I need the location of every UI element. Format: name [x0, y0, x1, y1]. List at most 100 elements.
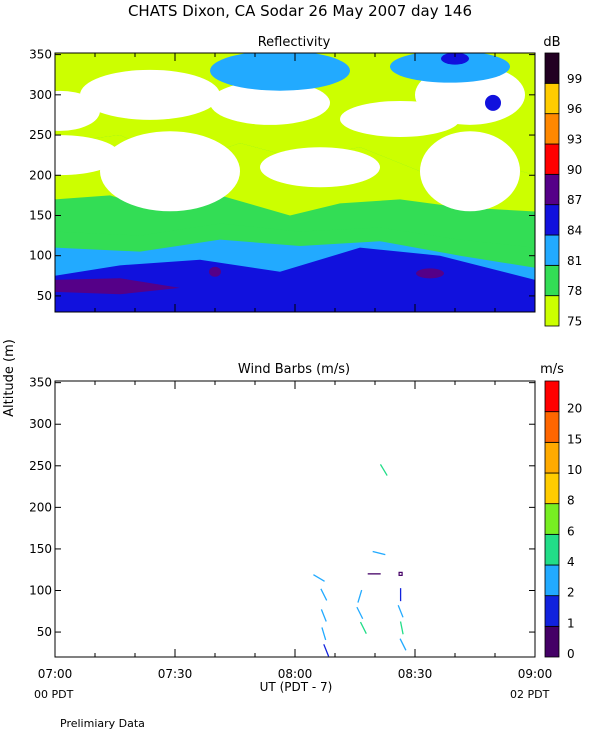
colorbar-label: 2 — [567, 586, 575, 600]
colorbar-label: 78 — [567, 284, 582, 298]
colorbar-label: 93 — [567, 132, 582, 146]
colorbar-swatch — [544, 234, 560, 266]
colorbar-label: 15 — [567, 432, 582, 446]
contour-white-patch — [260, 147, 380, 188]
colorbar-label: 84 — [567, 223, 582, 237]
y-tick-label: 150 — [29, 208, 52, 222]
contour-87-spot2 — [416, 268, 444, 279]
contour-white-patch — [55, 135, 120, 176]
colorbar-label: 81 — [567, 254, 582, 268]
contour-81-top — [210, 53, 350, 91]
colorbar-label: 20 — [567, 402, 582, 416]
wind-barb — [359, 621, 367, 635]
colorbar-label: 8 — [567, 494, 575, 508]
wind-barb — [320, 609, 327, 622]
colorbar-swatch — [544, 143, 560, 175]
contour-87-spot — [209, 266, 221, 277]
reflectivity-title: Reflectivity — [258, 35, 331, 50]
y-tick-label: 250 — [29, 128, 52, 142]
colorbar-label: 87 — [567, 193, 582, 207]
wind-barb — [399, 638, 407, 651]
y-tick-label: 250 — [29, 459, 52, 473]
wind-barbs-panel: Wind Barbs (m/s) m/s 50 100 150 200 250 300 35… — [29, 362, 582, 681]
wind-colorbar-unit: m/s — [540, 362, 564, 377]
contour-white-patch — [420, 131, 520, 212]
colorbar-label: 4 — [567, 555, 575, 569]
y-tick-label: 300 — [29, 417, 52, 431]
x-axis-label: UT (PDT - 7) — [260, 680, 333, 694]
y-tick-label: 100 — [29, 583, 52, 597]
colorbar-swatch — [544, 380, 560, 413]
contour-84-lower — [55, 247, 535, 312]
wind-barbs-title: Wind Barbs (m/s) — [238, 362, 350, 377]
contour-84-top — [441, 53, 469, 65]
wind-barbs-axes: 50 100 150 200 250 300 350 07:00 07:30 08:00 08:30… — [29, 376, 552, 681]
colorbar-label: 90 — [567, 163, 582, 177]
wind-barb — [320, 588, 328, 601]
reflectivity-colorbar-unit: dB — [543, 35, 560, 50]
contour-84-spot — [485, 94, 501, 111]
figure-title: CHATS Dixon, CA Sodar 26 May 2007 day 14… — [128, 2, 472, 20]
y-tick-label: 350 — [29, 376, 52, 390]
x-tick-label: 08:30 — [398, 667, 433, 681]
colorbar-swatch — [544, 441, 560, 474]
y-tick-label: 200 — [29, 500, 52, 514]
reflectivity-axes: 50 100 150 200 250 300 350 — [29, 48, 536, 313]
wind-barb — [399, 621, 404, 635]
colorbar-label: 10 — [567, 463, 582, 477]
colorbar-swatch — [544, 264, 560, 297]
wind-barb — [357, 589, 363, 603]
plot-frame — [54, 380, 536, 658]
wind-barb-calm — [398, 571, 403, 576]
colorbar-swatch — [544, 295, 560, 327]
contour-white-patch — [80, 69, 220, 120]
colorbar-swatch — [544, 625, 560, 658]
y-tick-label: 300 — [29, 88, 52, 102]
y-tick-label: 50 — [37, 289, 52, 303]
contour-white-patch — [210, 80, 330, 125]
wind-barb — [356, 606, 364, 620]
x-tick-label: 07:00 — [38, 667, 73, 681]
contour-87-lower — [55, 278, 180, 295]
y-axis-label: Altitude (m) — [2, 339, 17, 417]
x-tick-label: 08:00 — [278, 667, 313, 681]
x-tick-label: 07:30 — [158, 667, 193, 681]
wind-barb — [313, 574, 325, 582]
colorbar-swatch — [544, 113, 560, 145]
colorbar-label: 96 — [567, 102, 582, 116]
contour-white-patch — [100, 131, 240, 212]
colorbar-swatch — [544, 411, 560, 443]
colorbar-swatch — [544, 533, 560, 566]
colorbar-swatch — [544, 82, 560, 115]
y-tick-label: 150 — [29, 542, 52, 556]
y-tick-label: 200 — [29, 168, 52, 182]
colorbar-swatch — [544, 595, 560, 627]
y-tick-label: 100 — [29, 249, 52, 263]
colorbar-swatch — [544, 52, 560, 84]
colorbar-label: 99 — [567, 72, 582, 86]
wind-barb — [372, 550, 386, 556]
colorbar-swatch — [544, 204, 560, 236]
colorbar-swatch — [544, 472, 560, 505]
wind-barb — [321, 627, 327, 641]
colorbar-swatch — [544, 564, 560, 597]
colorbar-label: 75 — [567, 314, 582, 328]
contour-81-topright — [390, 53, 510, 83]
colorbar-label: 6 — [567, 524, 575, 538]
reflectivity-contour-fill — [55, 53, 535, 312]
y-tick-label: 50 — [37, 625, 52, 639]
contour-layers — [55, 53, 535, 312]
colorbar-label: 1 — [567, 616, 575, 630]
wind-barb — [379, 464, 388, 476]
footer-note: Prelimiary Data — [60, 717, 145, 730]
wind-colorbar: 0 1 2 4 6 8 10 15 20 — [544, 380, 582, 661]
wind-barbs-marks — [313, 464, 407, 657]
colorbar-swatch — [544, 503, 560, 535]
pdt-left-label: 00 PDT — [34, 688, 74, 701]
wind-barb — [397, 605, 404, 618]
x-tick-label: 09:00 — [518, 667, 553, 681]
reflectivity-colorbar: 75 78 81 84 87 90 93 96 99 — [544, 52, 582, 328]
y-tick-label: 350 — [29, 48, 52, 62]
